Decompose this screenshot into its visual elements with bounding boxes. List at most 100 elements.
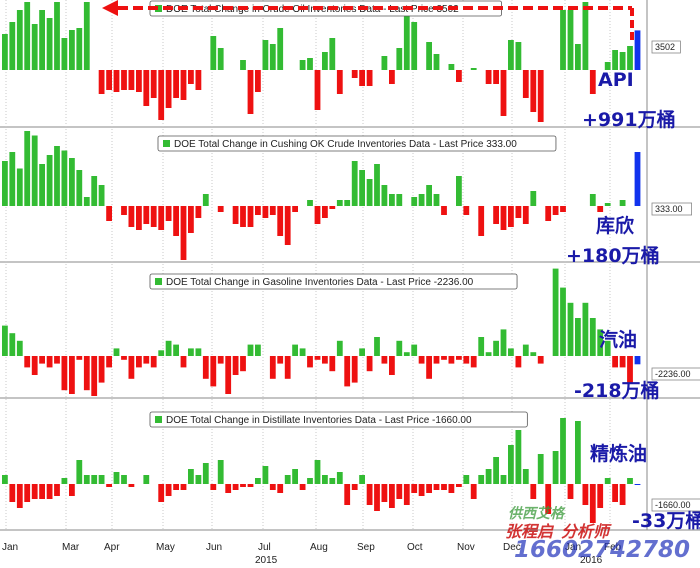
bar — [322, 206, 328, 218]
bar — [284, 356, 291, 379]
bar — [582, 302, 589, 356]
month-label: May — [156, 542, 175, 553]
last-price-box — [651, 202, 692, 216]
bar — [46, 356, 53, 368]
annotation-value: +180万桶 — [566, 244, 660, 267]
watermark-phone: 16602742780 — [514, 537, 690, 563]
bar — [560, 287, 566, 356]
bar — [180, 206, 187, 260]
bar — [493, 70, 499, 84]
bar — [9, 484, 16, 502]
bar — [299, 484, 306, 490]
bar — [560, 418, 566, 484]
bar — [359, 475, 365, 484]
bar — [530, 191, 537, 206]
month-label: Jul — [258, 542, 271, 553]
latest-bar — [634, 356, 641, 365]
bar — [359, 70, 365, 86]
bar — [426, 185, 432, 206]
bar — [143, 206, 150, 224]
bar — [545, 206, 552, 221]
bar — [165, 206, 172, 221]
bar — [396, 484, 403, 499]
bar — [98, 475, 105, 484]
bar — [329, 356, 336, 372]
bar — [619, 52, 626, 70]
bar — [381, 484, 388, 502]
bar — [433, 54, 440, 70]
bar — [493, 457, 499, 484]
watermark-name: 张程启 — [505, 522, 555, 541]
bar — [46, 484, 53, 499]
bar — [485, 469, 492, 484]
bar — [522, 344, 529, 356]
bar — [128, 70, 135, 90]
bar — [98, 356, 105, 383]
bar — [292, 469, 298, 484]
bar — [16, 168, 23, 206]
bar — [619, 200, 626, 206]
bar — [530, 70, 537, 112]
bar — [83, 356, 90, 391]
bar — [351, 161, 358, 206]
bar — [612, 484, 618, 502]
bar — [54, 146, 60, 206]
bar — [470, 484, 477, 499]
bar — [240, 356, 246, 372]
bar — [202, 194, 209, 206]
bar — [374, 337, 380, 356]
bar — [165, 340, 172, 356]
bar — [31, 356, 38, 375]
bar — [396, 194, 403, 206]
bar — [46, 18, 53, 70]
legend-swatch — [155, 5, 162, 12]
bar — [173, 344, 179, 356]
bar — [627, 356, 633, 383]
bar — [210, 484, 217, 490]
bar — [567, 484, 574, 499]
last-price-label: -1660.00 — [655, 500, 691, 510]
bar — [277, 28, 284, 70]
bar — [463, 475, 470, 484]
bar — [24, 356, 31, 368]
bar — [463, 206, 470, 215]
bar — [336, 472, 343, 484]
bar — [83, 2, 90, 70]
bar — [418, 484, 425, 496]
bar — [500, 206, 507, 230]
bar — [366, 179, 373, 206]
bar — [121, 206, 127, 215]
bar — [344, 200, 351, 206]
bar — [589, 194, 596, 206]
bar — [299, 60, 306, 70]
bar — [247, 206, 254, 227]
year-label: 2016 — [580, 555, 603, 566]
bar — [411, 484, 418, 493]
bar — [240, 60, 246, 70]
bar — [61, 38, 68, 70]
bar — [627, 46, 633, 70]
bar — [389, 70, 395, 84]
bar — [619, 356, 626, 368]
bar — [255, 206, 261, 215]
bar — [292, 344, 298, 356]
bar — [604, 203, 611, 206]
bar — [560, 10, 566, 70]
bar — [567, 10, 574, 70]
bar — [9, 152, 16, 206]
bar — [448, 356, 455, 364]
bar — [269, 206, 276, 215]
bar — [69, 356, 75, 394]
bar — [418, 356, 425, 364]
legend-swatch — [155, 278, 162, 285]
month-label: Nov — [457, 542, 475, 553]
bar — [470, 68, 477, 70]
bar — [54, 484, 60, 496]
bar — [366, 70, 373, 86]
bar — [54, 2, 60, 70]
bar — [69, 30, 75, 70]
bar — [113, 472, 120, 484]
bar — [255, 70, 261, 92]
bar — [158, 70, 165, 120]
bar — [91, 176, 98, 206]
